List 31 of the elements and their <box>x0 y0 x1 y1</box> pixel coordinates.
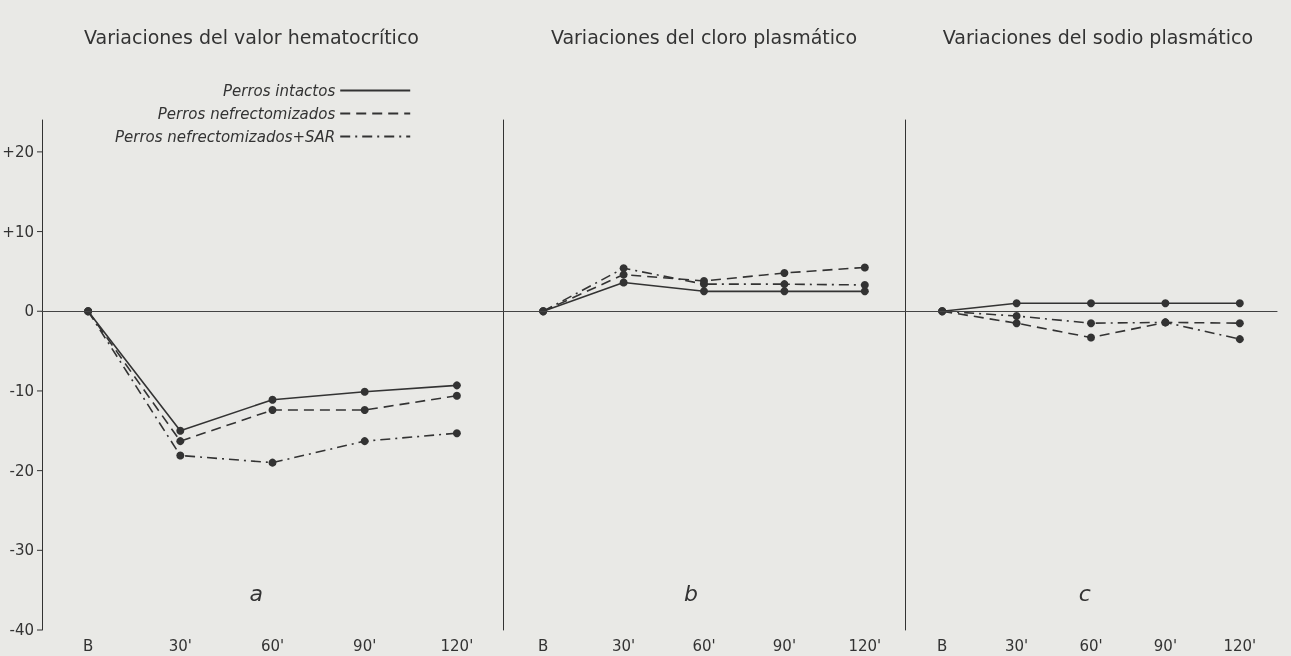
chart-title: Variaciones del valor hematocrítico <box>84 25 419 48</box>
x-tick-label: 60' <box>692 636 716 655</box>
legend-label: Perros intactos <box>222 81 336 100</box>
x-tick-label: 120' <box>1223 636 1257 655</box>
legend-label: Perros nefrectomizados+SAR <box>115 127 336 146</box>
x-tick-label: B <box>538 636 549 655</box>
x-tick-label: 90' <box>353 636 377 655</box>
legend-label: Perros nefrectomizados <box>157 104 336 123</box>
annotation: c <box>1078 580 1091 606</box>
x-tick-label: 60' <box>1079 636 1103 655</box>
x-tick-label: 30' <box>1004 636 1029 655</box>
annotation: b <box>683 580 698 606</box>
x-tick-label: 30' <box>168 636 192 655</box>
y-tick-label: 0 <box>24 302 34 321</box>
y-tick-label: -20 <box>9 461 34 480</box>
x-tick-label: 30' <box>611 636 636 655</box>
y-tick-label: +20 <box>2 142 34 161</box>
x-tick-label: 120' <box>848 636 882 655</box>
chart-title: Variaciones del cloro plasmático <box>550 25 858 48</box>
x-tick-label: 120' <box>440 636 474 655</box>
x-tick-label: 90' <box>1153 636 1178 655</box>
x-tick-label: 60' <box>260 636 285 655</box>
x-tick-label: B <box>82 636 94 655</box>
y-tick-label: +10 <box>2 222 34 241</box>
y-tick-label: -30 <box>9 541 34 560</box>
x-tick-label: 90' <box>772 636 797 655</box>
y-tick-label: -40 <box>9 621 34 639</box>
chart-title: Variaciones del sodio plasmático <box>942 25 1254 48</box>
x-tick-label: B <box>937 636 948 655</box>
y-tick-label: -10 <box>9 381 34 400</box>
annotation: a <box>249 580 263 606</box>
